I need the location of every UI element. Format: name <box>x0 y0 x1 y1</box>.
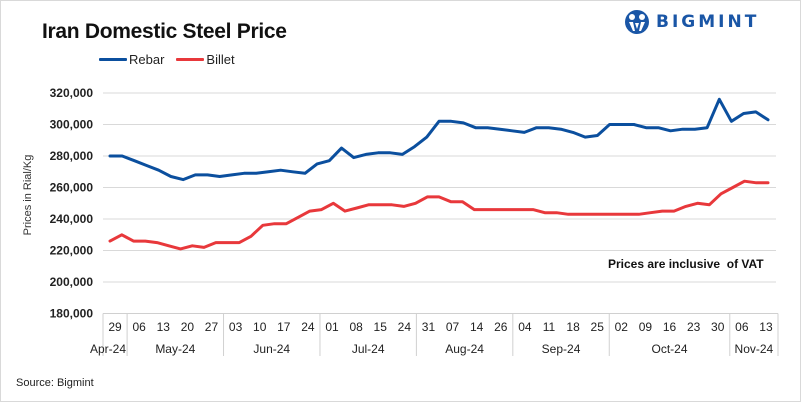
legend-item-rebar: Rebar <box>99 52 164 67</box>
x-tick-label: 06 <box>735 320 749 334</box>
x-tick-label: 27 <box>205 320 219 334</box>
x-tick-label: 13 <box>157 320 171 334</box>
x-tick-label: 11 <box>543 320 556 334</box>
y-tick-label: 200,000 <box>50 275 94 289</box>
x-tick-label: 03 <box>229 320 243 334</box>
month-label: Jul-24 <box>352 342 385 356</box>
month-label: Aug-24 <box>445 342 484 356</box>
y-tick-label: 240,000 <box>50 212 94 226</box>
bigmint-logo: BIGMINT <box>624 9 759 35</box>
bigmint-logo-icon <box>625 10 649 34</box>
month-label: May-24 <box>155 342 195 356</box>
legend-label-billet: Billet <box>206 52 235 67</box>
x-tick-label: 09 <box>639 320 653 334</box>
x-tick-label: 04 <box>518 320 532 334</box>
y-tick-label: 180,000 <box>50 307 94 321</box>
x-tick-label: 10 <box>253 320 267 334</box>
legend: Rebar Billet <box>99 52 247 67</box>
x-tick-label: 16 <box>663 320 677 334</box>
x-tick-label: 30 <box>711 320 725 334</box>
x-tick-label: 23 <box>687 320 701 334</box>
legend-label-rebar: Rebar <box>129 52 165 67</box>
month-label: Apr-24 <box>90 342 126 356</box>
y-tick-label: 320,000 <box>50 86 94 100</box>
month-label: Sep-24 <box>542 342 581 356</box>
month-label: Jun-24 <box>253 342 290 356</box>
x-tick-label: 13 <box>759 320 773 334</box>
series-line-rebar <box>108 97 770 182</box>
legend-swatch-billet <box>176 58 205 61</box>
y-tick-label: 220,000 <box>50 244 94 258</box>
x-tick-label: 08 <box>349 320 363 334</box>
bigmint-logo-text: BIGMINT <box>656 12 760 32</box>
x-tick-label: 02 <box>615 320 629 334</box>
legend-item-billet: Billet <box>176 52 235 67</box>
vat-note: Prices are inclusive of VAT <box>608 257 764 271</box>
month-label: Oct-24 <box>652 342 688 356</box>
chart-title: Iran Domestic Steel Price <box>42 20 287 43</box>
y-tick-label: 300,000 <box>50 118 94 132</box>
x-tick-label: 29 <box>108 320 122 334</box>
x-tick-label: 01 <box>325 320 339 334</box>
x-tick-label: 25 <box>591 320 605 334</box>
x-tick-label: 18 <box>566 320 580 334</box>
series-line-billet <box>108 179 770 251</box>
x-tick-label: 20 <box>181 320 195 334</box>
month-label: Nov-24 <box>735 342 774 356</box>
x-tick-label: 24 <box>301 320 315 334</box>
x-tick-label: 24 <box>398 320 412 334</box>
source-note: Source: Bigmint <box>16 377 94 389</box>
x-tick-label: 26 <box>494 320 508 334</box>
x-tick-label: 06 <box>132 320 146 334</box>
y-tick-label: 280,000 <box>50 149 94 163</box>
x-tick-label: 07 <box>446 320 460 334</box>
legend-swatch-rebar <box>99 58 127 61</box>
x-tick-label: 31 <box>422 320 436 334</box>
x-tick-label: 15 <box>374 320 388 334</box>
x-tick-label: 14 <box>470 320 484 334</box>
x-tick-label: 17 <box>277 320 291 334</box>
y-tick-label: 260,000 <box>50 181 94 195</box>
